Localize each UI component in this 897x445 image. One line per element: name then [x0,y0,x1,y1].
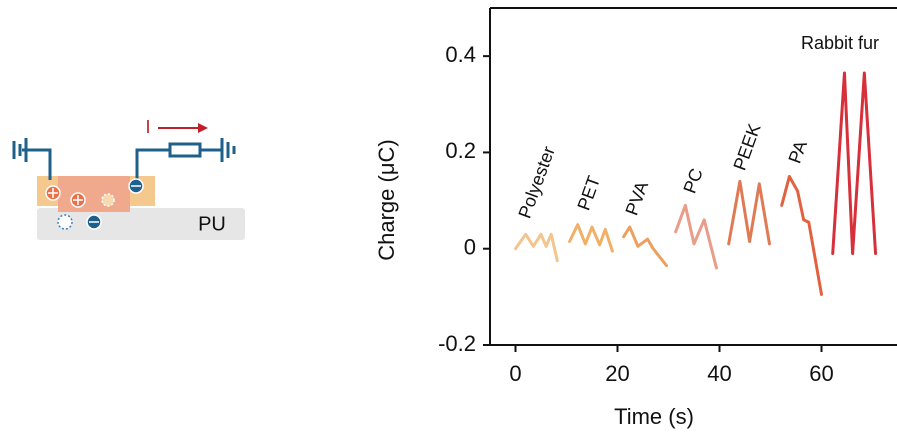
arrow-head [198,123,208,133]
series-line [780,175,823,296]
pu-substrate [37,208,245,240]
y-axis-label: Charge (μC) [374,139,399,260]
series-label: Polyester [514,144,558,221]
y-tick-label: 0 [464,235,476,260]
series-line [514,232,559,263]
schematic: PU I [12,117,245,240]
series-label: PC [679,166,706,196]
charges [45,178,144,230]
y-tick-label: 0.4 [445,42,476,67]
current-label: I [145,117,150,137]
contact [58,176,130,212]
substrate-label: PU [198,213,226,235]
series-label: PVA [621,179,652,218]
y-tick-label: 0.2 [445,138,476,163]
series-line [727,179,771,246]
series-line [674,203,718,270]
y-tick-label: -0.2 [438,331,476,356]
series-label: PET [573,173,604,213]
series-line [568,223,614,253]
x-tick-label: 20 [605,361,629,386]
plot: Time (s) Charge (μC) -0.2 0 0.2 0.4 0 20 40 60 P… [374,7,897,429]
series-line [622,225,668,268]
x-tick-label: 0 [509,361,521,386]
series-line [831,71,878,256]
series-label: PA [784,138,811,166]
series-label: PEEK [729,121,764,173]
x-tick-label: 40 [707,361,731,386]
x-axis-label: Time (s) [614,404,694,429]
circuit [12,138,236,180]
series-label: Rabbit fur [801,33,879,53]
x-tick-label: 60 [809,361,833,386]
